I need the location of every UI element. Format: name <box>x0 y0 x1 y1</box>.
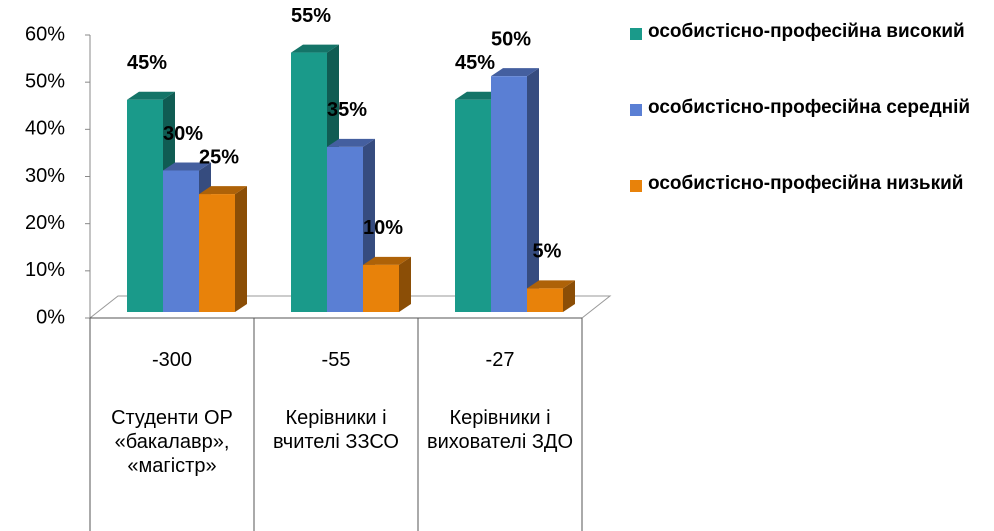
y-tick-label: 40% <box>25 118 65 140</box>
legend-swatch <box>630 104 642 116</box>
value-label: 50% <box>491 28 531 50</box>
value-label: 10% <box>363 217 403 239</box>
bar <box>527 288 563 312</box>
bar-side <box>235 186 247 312</box>
value-label: 25% <box>199 146 239 168</box>
bar-side <box>399 256 411 312</box>
category-label: Керівники і вчителі ЗЗСО <box>273 407 399 453</box>
bar-top <box>291 44 339 53</box>
bar-top <box>491 68 539 77</box>
category-label: Студенти ОР «бакалавр», «магістр» <box>111 407 233 477</box>
value-label: 35% <box>327 99 367 121</box>
y-tick-label: 0% <box>36 306 65 328</box>
value-label: 5% <box>533 241 562 263</box>
legend-label: особистісно-професійна високий <box>648 21 965 42</box>
legend-swatch <box>630 180 642 192</box>
y-tick-label: 50% <box>25 70 65 92</box>
bar <box>163 170 199 312</box>
bar-top <box>199 186 247 195</box>
bar-side <box>563 280 575 312</box>
bar-top <box>163 162 211 171</box>
bar-side <box>527 68 539 313</box>
bar <box>491 76 527 313</box>
category-count: -55 <box>321 349 351 371</box>
value-label: 30% <box>163 123 203 145</box>
value-label: 45% <box>455 52 495 74</box>
bar <box>363 264 399 312</box>
bar <box>291 52 327 312</box>
category-label: Керівники і вихователі ЗДО <box>426 407 574 453</box>
legend-label: особистісно-професійна середній <box>648 97 971 118</box>
y-tick-label: 60% <box>25 23 65 45</box>
y-tick-label: 20% <box>25 212 65 234</box>
legend-label: особистісно-професійна низький <box>648 173 964 194</box>
bar <box>455 99 491 312</box>
y-tick-label: 30% <box>25 165 65 187</box>
bar-top <box>127 91 175 100</box>
bar <box>127 99 163 312</box>
bar <box>327 146 363 312</box>
bar <box>199 194 235 312</box>
bar-top <box>527 280 575 289</box>
value-label: 45% <box>127 52 167 74</box>
legend-swatch <box>630 28 642 40</box>
category-count: -27 <box>485 349 515 371</box>
category-count: -300 <box>151 349 193 371</box>
bar-top <box>363 256 411 265</box>
y-tick-label: 10% <box>25 259 65 281</box>
value-label: 55% <box>291 5 331 27</box>
bar-top <box>327 138 375 147</box>
